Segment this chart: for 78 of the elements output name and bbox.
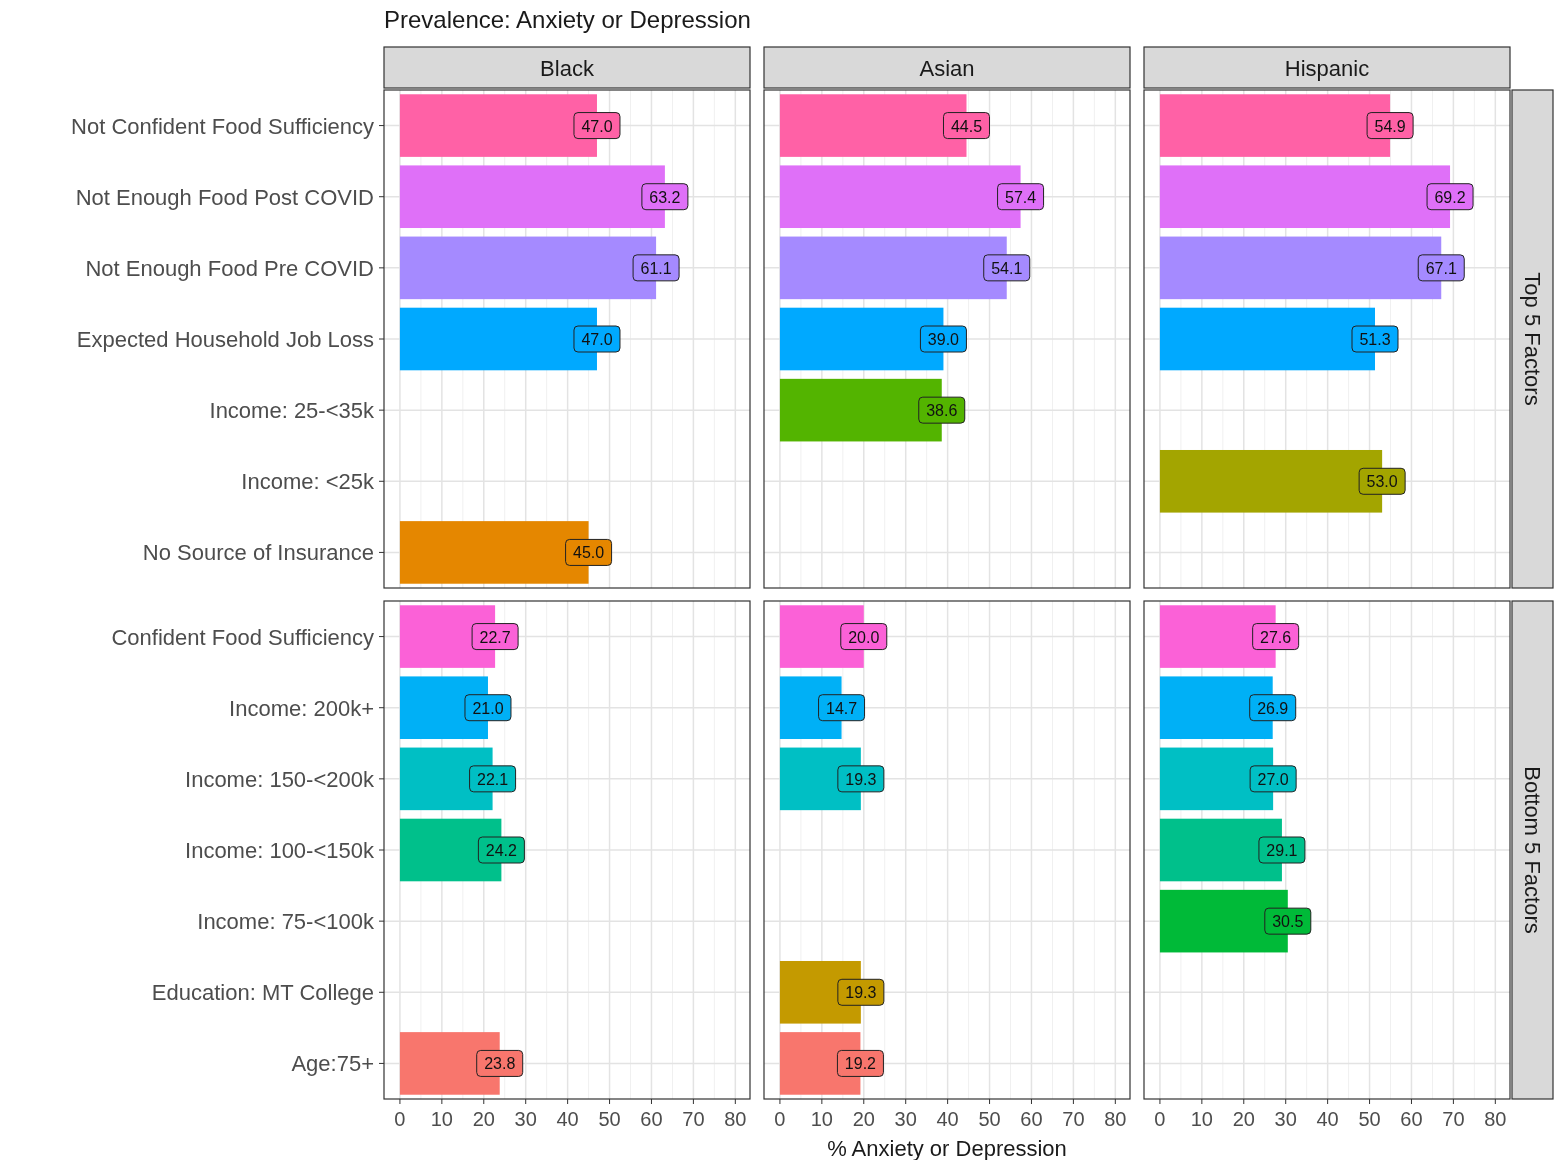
data-label: 63.2 bbox=[649, 188, 681, 206]
y-tick-label: Income: 100-<150k bbox=[185, 838, 375, 863]
data-label: 27.0 bbox=[1257, 770, 1289, 788]
x-tick-label: 60 bbox=[1020, 1108, 1043, 1130]
x-tick-label: 80 bbox=[1104, 1108, 1127, 1130]
data-label: 14.7 bbox=[825, 699, 858, 717]
x-tick-label: 0 bbox=[1154, 1108, 1166, 1130]
x-tick-label: 40 bbox=[1316, 1108, 1339, 1130]
x-tick-label: 30 bbox=[894, 1108, 917, 1130]
data-label: 29.1 bbox=[1266, 842, 1298, 859]
y-tick-label: Age:75+ bbox=[291, 1051, 374, 1077]
data-label: 21.0 bbox=[472, 699, 504, 717]
x-tick-label: 30 bbox=[514, 1108, 537, 1130]
data-label: 27.6 bbox=[1260, 628, 1292, 646]
x-tick-label: 0 bbox=[394, 1108, 406, 1130]
x-tick-label: 20 bbox=[472, 1108, 495, 1130]
x-tick-label: 20 bbox=[1232, 1108, 1255, 1130]
x-tick-label: 40 bbox=[936, 1108, 959, 1130]
data-label: 44.5 bbox=[950, 117, 983, 135]
y-tick-label: Income: 150-<200k bbox=[185, 766, 375, 792]
y2-axis-title: Top 5 Factors bbox=[1520, 272, 1545, 406]
data-label: 45.0 bbox=[573, 544, 605, 562]
x-tick-label: 10 bbox=[1190, 1108, 1213, 1130]
y2-axis-title: Bottom 5 Factors bbox=[1520, 766, 1545, 934]
x-tick-label: 50 bbox=[598, 1108, 621, 1130]
x-axis-title: % Anxiety or Depression bbox=[827, 1136, 1067, 1160]
y-tick-label: Confident Food Sufficiency bbox=[111, 624, 374, 650]
data-label: 54.1 bbox=[991, 259, 1023, 277]
data-label: 26.9 bbox=[1257, 699, 1289, 717]
x-tick-label: 10 bbox=[430, 1108, 453, 1130]
y-tick-label: Income: 25-<35k bbox=[209, 398, 375, 424]
y-tick-label: Expected Household Job Loss bbox=[76, 327, 374, 352]
x-tick-label: 50 bbox=[978, 1108, 1001, 1130]
data-label: 39.0 bbox=[927, 331, 960, 348]
y-tick-label: Income: 75-<100k bbox=[197, 909, 375, 935]
x-tick-label: 60 bbox=[1400, 1108, 1423, 1130]
data-label: 69.2 bbox=[1434, 188, 1466, 206]
data-label: 19.2 bbox=[844, 1055, 877, 1073]
data-label: 19.3 bbox=[845, 770, 877, 788]
data-label: 24.2 bbox=[485, 842, 518, 859]
x-tick-label: 50 bbox=[1358, 1108, 1381, 1130]
x-tick-label: 70 bbox=[1062, 1108, 1085, 1130]
y-tick-label: Not Enough Food Pre COVID bbox=[85, 255, 374, 281]
data-label: 53.0 bbox=[1366, 473, 1398, 491]
data-label: 22.7 bbox=[479, 628, 511, 646]
chart-title: Hispanic bbox=[1284, 56, 1370, 81]
x-tick-label: 10 bbox=[810, 1108, 833, 1130]
y-tick-label: Income: <25k bbox=[241, 469, 375, 495]
data-label: 23.8 bbox=[484, 1055, 516, 1073]
x-tick-label: 70 bbox=[1442, 1108, 1465, 1130]
x-tick-label: 40 bbox=[556, 1108, 579, 1130]
data-label: 54.9 bbox=[1374, 117, 1406, 135]
y-tick-label: Not Confident Food Sufficiency bbox=[71, 113, 374, 139]
data-label: 30.5 bbox=[1272, 913, 1304, 931]
chart-title: Black bbox=[540, 56, 595, 81]
y-tick-label: No Source of Insurance bbox=[142, 540, 374, 566]
data-label: 61.1 bbox=[640, 259, 672, 277]
data-label: 57.4 bbox=[1005, 188, 1037, 206]
y-tick-label: Income: 200k+ bbox=[229, 695, 374, 721]
chart-title: Asian bbox=[919, 56, 975, 81]
data-label: 20.0 bbox=[848, 628, 880, 646]
x-tick-label: 80 bbox=[724, 1108, 747, 1130]
x-tick-label: 80 bbox=[1484, 1108, 1507, 1130]
data-label: 19.3 bbox=[845, 984, 877, 1002]
x-tick-label: 20 bbox=[852, 1108, 875, 1130]
y-tick-label: Education: MT College bbox=[151, 980, 374, 1006]
data-label: 47.0 bbox=[581, 331, 613, 348]
x-tick-label: 70 bbox=[682, 1108, 705, 1130]
data-label: 38.6 bbox=[926, 402, 958, 420]
data-label: 67.1 bbox=[1425, 259, 1457, 277]
x-tick-label: 60 bbox=[640, 1108, 663, 1130]
data-label: 47.0 bbox=[581, 117, 613, 135]
y-tick-label: Not Enough Food Post COVID bbox=[75, 184, 374, 210]
x-tick-label: 0 bbox=[774, 1108, 786, 1130]
data-label: 22.1 bbox=[477, 770, 509, 788]
data-label: 51.3 bbox=[1359, 331, 1391, 348]
x-tick-label: 30 bbox=[1274, 1108, 1297, 1130]
text: Prevalence: Anxiety or Depression bbox=[384, 6, 751, 33]
